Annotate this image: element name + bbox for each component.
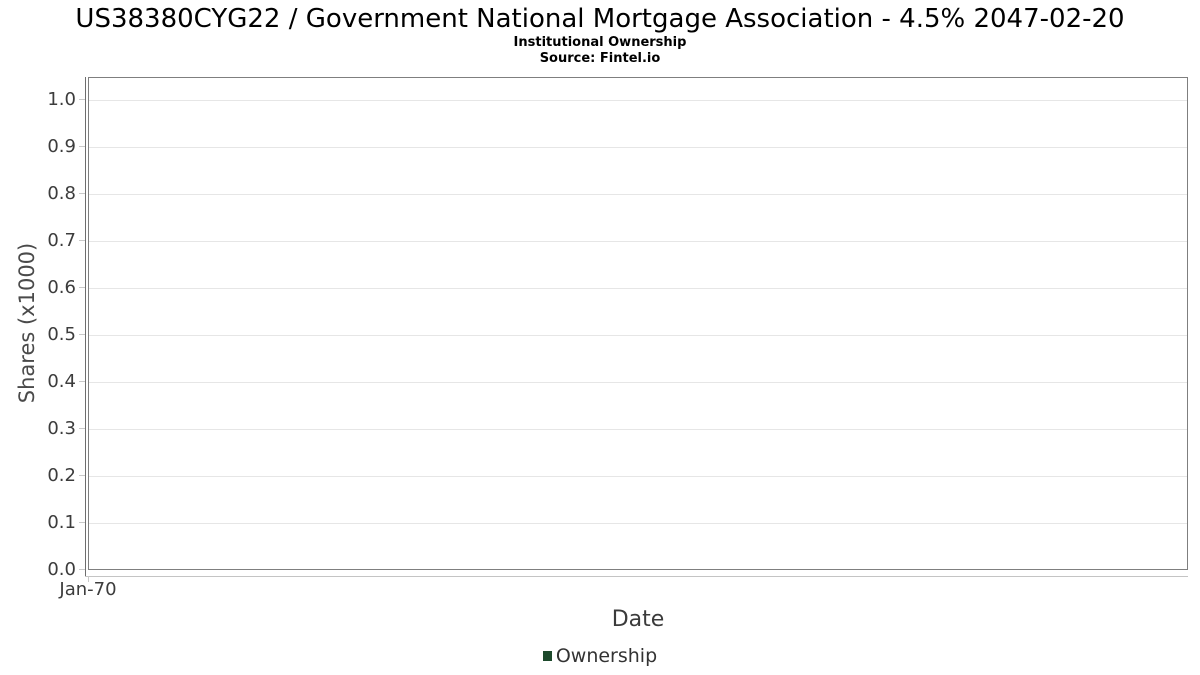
chart-subtitle: Institutional Ownership [513, 35, 687, 50]
gridline [89, 335, 1187, 336]
x-tick-label: Jan-70 [59, 579, 117, 600]
y-tick-mark [79, 475, 85, 476]
y-tick-label: 0.0 [47, 559, 76, 580]
y-tick-label: 0.2 [47, 465, 76, 486]
gridline [89, 523, 1187, 524]
y-tick-label: 0.8 [47, 183, 76, 204]
gridline [89, 476, 1187, 477]
y-tick-label: 1.0 [47, 89, 76, 110]
y-tick-mark [79, 334, 85, 335]
y-tick-label: 0.6 [47, 277, 76, 298]
x-axis-line [85, 576, 1188, 577]
y-tick-mark [79, 287, 85, 288]
legend-marker-icon [542, 651, 552, 661]
y-tick-mark [79, 193, 85, 194]
x-tick-mark [88, 576, 89, 582]
y-tick-label: 0.7 [47, 230, 76, 251]
y-tick-mark [79, 99, 85, 100]
y-tick-mark [79, 381, 85, 382]
y-tick-label: 0.5 [47, 324, 76, 345]
y-tick-mark [79, 569, 85, 570]
gridline [89, 382, 1187, 383]
gridline [89, 288, 1187, 289]
y-tick-mark [79, 240, 85, 241]
y-tick-label: 0.3 [47, 418, 76, 439]
y-tick-label: 0.9 [47, 136, 76, 157]
legend-item-ownership[interactable]: Ownership [542, 645, 658, 667]
legend: Ownership [0, 645, 1200, 667]
y-tick-mark [79, 522, 85, 523]
chart-source-label: Source: Fintel.io [539, 51, 661, 66]
legend-label: Ownership [555, 645, 658, 667]
gridline [89, 241, 1187, 242]
gridline [89, 194, 1187, 195]
gridline [89, 100, 1187, 101]
gridline [89, 147, 1187, 148]
plot-area [88, 77, 1188, 570]
y-axis-line [85, 77, 86, 576]
chart-title: US38380CYG22 / Government National Mortg… [75, 4, 1125, 34]
x-axis-title: Date [611, 607, 665, 632]
y-tick-label: 0.4 [47, 371, 76, 392]
gridline [89, 429, 1187, 430]
y-tick-mark [79, 146, 85, 147]
y-tick-label: 0.1 [47, 512, 76, 533]
y-tick-mark [79, 428, 85, 429]
